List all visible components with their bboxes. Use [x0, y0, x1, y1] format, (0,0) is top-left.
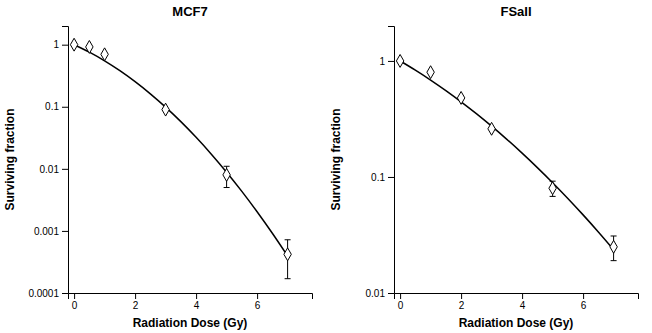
tick-mark [388, 177, 394, 178]
tick-mark [257, 293, 258, 299]
tick: 0.001 [34, 226, 68, 237]
tick-mark [74, 293, 75, 299]
tick: 0.1 [45, 101, 68, 112]
axis-line [395, 294, 639, 300]
tick-label: 0.1 [45, 101, 59, 112]
tick-label: 2 [459, 300, 465, 311]
axis-line [69, 294, 313, 300]
data-point [427, 66, 434, 79]
tick-label: 0.0001 [28, 288, 59, 299]
tick-label: 0.1 [371, 172, 385, 183]
x-axis-title: Radiation Dose (Gy) [459, 316, 574, 330]
tick: 4 [194, 293, 200, 311]
tick-label: 6 [255, 300, 261, 311]
tick-label: 1 [53, 39, 59, 50]
error-bar-cap [224, 166, 230, 167]
x-axis: 0 2 4 6 [69, 293, 313, 311]
chart-title: MCF7 [172, 4, 207, 19]
y-axis: 0.0001 0.001 0.01 0.1 1 [28, 27, 68, 299]
tick-label: 0 [398, 300, 404, 311]
tick-label: 4 [520, 300, 526, 311]
y-axis-title: Surviving fraction [3, 108, 17, 210]
tick: 1 [379, 56, 394, 67]
x-axis-title: Radiation Dose (Gy) [133, 316, 248, 330]
data-point [457, 91, 464, 104]
error-bar-cap [285, 239, 291, 240]
error-bar [224, 166, 230, 187]
tick-label: 6 [581, 300, 587, 311]
error-bar-cap [611, 235, 617, 236]
error-bar-cap [550, 196, 556, 197]
tick-label: 2 [133, 300, 139, 311]
data-point [86, 40, 93, 53]
tick-mark [62, 169, 68, 170]
error-bar [550, 181, 556, 196]
tick-mark [388, 293, 394, 294]
plot-area [70, 38, 291, 278]
tick-mark [388, 61, 394, 62]
chart-title: FSaII [500, 4, 531, 19]
tick-label: 1 [379, 56, 385, 67]
tick: 0.1 [371, 172, 394, 183]
data-point [284, 248, 291, 261]
error-bar [285, 240, 291, 279]
tick-mark [62, 231, 68, 232]
data-point [101, 48, 108, 61]
tick-mark [583, 293, 584, 299]
tick-mark [522, 293, 523, 299]
error-bar [611, 236, 617, 261]
fit-line [400, 61, 613, 250]
x-axis: 0 2 4 6 [395, 293, 639, 311]
tick-label: 0.01 [366, 288, 386, 299]
tick: 6 [581, 293, 587, 311]
tick: 4 [520, 293, 526, 311]
data-point [488, 122, 495, 135]
tick: 0 [72, 293, 78, 311]
y-axis-title: Surviving fraction [329, 108, 343, 210]
axis-line [62, 27, 69, 294]
tick: 0 [398, 293, 404, 311]
tick-mark [62, 45, 68, 46]
fit-line [74, 45, 288, 256]
data-point [223, 168, 230, 181]
error-bar-cap [285, 278, 291, 279]
data-point [70, 38, 77, 51]
tick-mark [135, 293, 136, 299]
tick: 0.0001 [28, 288, 68, 299]
tick-mark [62, 107, 68, 108]
tick-label: 0.001 [34, 226, 59, 237]
tick: 2 [133, 293, 139, 311]
panel: 0 2 4 6 0.01 0.1 1 FSaII Radiation Dose (Gy) Surv… [329, 4, 639, 330]
tick-mark [461, 293, 462, 299]
plot-area [396, 54, 617, 260]
tick-mark [196, 293, 197, 299]
tick-mark [62, 293, 68, 294]
panel: 0 2 4 6 0.0001 0.001 0.01 0.1 1 MCF7 Radiation Dos… [3, 4, 313, 330]
tick: 2 [459, 293, 465, 311]
error-bar-cap [611, 260, 617, 261]
y-axis: 0.01 0.1 1 [366, 27, 395, 299]
tick: 1 [53, 39, 68, 50]
tick-label: 0.01 [40, 164, 60, 175]
tick-label: 4 [194, 300, 200, 311]
tick: 0.01 [366, 288, 394, 299]
axis-line [388, 27, 395, 294]
tick: 6 [255, 293, 261, 311]
tick-mark [400, 293, 401, 299]
error-bar-cap [224, 187, 230, 188]
chart-canvas: 0 2 4 6 0.0001 0.001 0.01 0.1 1 MCF7 Radiation Dos… [0, 0, 652, 333]
data-point [396, 54, 403, 67]
tick: 0.01 [40, 164, 68, 175]
data-point [610, 240, 617, 253]
tick-label: 0 [72, 300, 78, 311]
data-point [549, 182, 556, 195]
data-point [162, 103, 169, 116]
